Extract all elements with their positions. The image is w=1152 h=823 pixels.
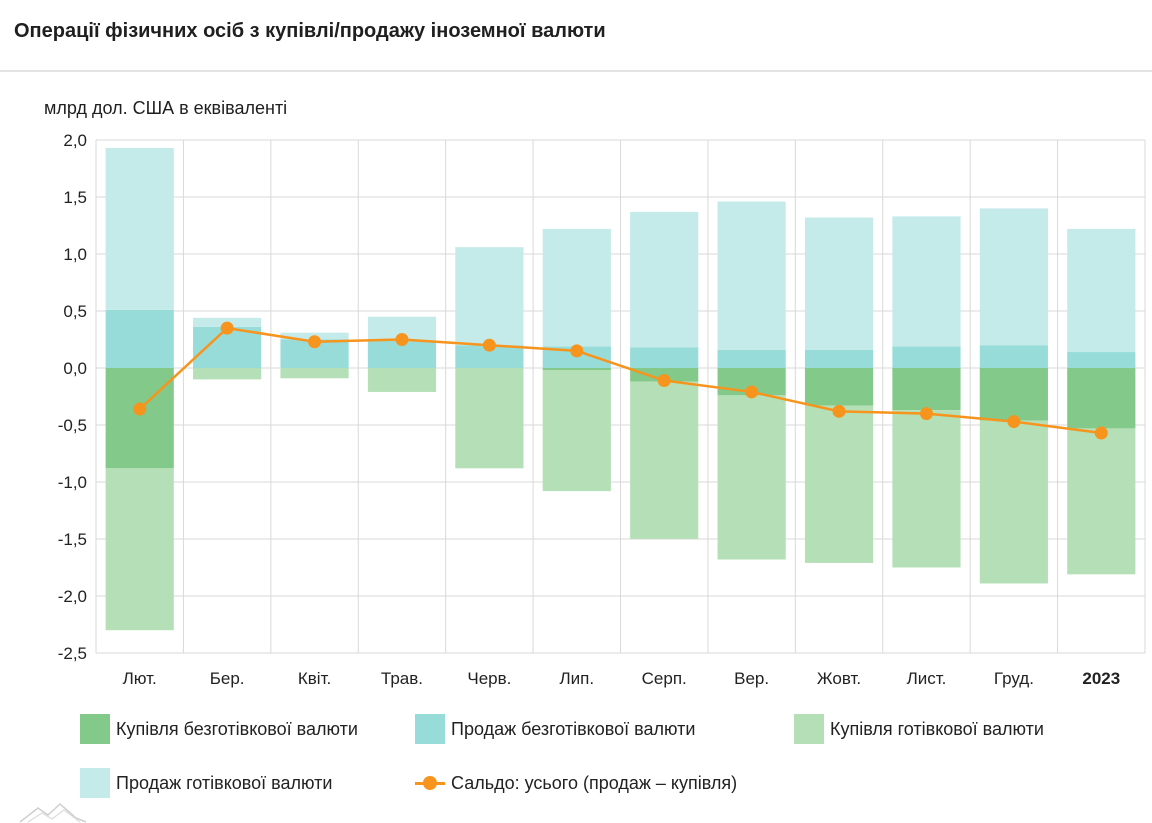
bar-sell-cash [542,228,611,347]
y-axis-unit-label: млрд дол. США в еквіваленті [44,98,288,118]
y-tick-label: 1,5 [63,188,87,207]
y-tick-label: -2,0 [58,587,87,606]
bar-sell-cash [717,201,786,350]
bar-sell-cash [1067,228,1136,353]
balance-point [570,344,584,358]
bar-sell-cash [892,216,961,347]
x-tick-label: Бер. [210,669,245,688]
x-axis: Лют. Бер. Квіт. Трав. Черв. Лип. Серп. Вер. Жовт… [123,669,1121,688]
bar-sell-noncash [1067,352,1136,368]
y-axis: 2,0 1,5 1,0 0,5 0,0 -0,5 -1,0 -1,5 -2,0 -2,5 [58,131,87,663]
balance-point [919,407,933,421]
legend-label-buy-noncash: Купівля безготівкової валюти [116,718,358,739]
bar-sell-noncash [630,347,699,368]
legend-swatch-sell-cash [80,768,110,798]
y-tick-label: 2,0 [63,131,87,150]
x-tick-label: Жовт. [817,669,861,688]
header: Операції фізичних осіб з купівлі/продажу… [0,0,1152,72]
balance-point [308,335,322,349]
x-tick-label: Серп. [642,669,687,688]
bar-buy-cash [455,368,524,469]
chart: 2,0 1,5 1,0 0,5 0,0 -0,5 -1,0 -1,5 -2,0 -2,5 Лют.… [58,131,1146,688]
legend-swatch-buy-cash [794,714,824,744]
bar-sell-cash [630,211,699,348]
bar-buy-cash [193,368,262,380]
bar-buy-noncash [892,368,961,411]
balance-point [482,338,496,352]
legend-swatch-balance [415,768,445,798]
bar-sell-noncash [804,349,874,368]
page-title: Операції фізичних осіб з купівлі/продажу… [14,20,606,42]
y-tick-label: -1,5 [58,530,87,549]
legend-buy-noncash[interactable]: Купівля безготівкової валюти [80,714,358,744]
x-tick-label: Трав. [381,669,423,688]
legend-swatch-buy-noncash [80,714,110,744]
legend-buy-cash[interactable]: Купівля готівкової валюти [794,714,1044,744]
balance-point [1007,415,1021,429]
bar-sell-cash [367,316,437,341]
x-tick-label: Квіт. [298,669,331,688]
legend-label-sell-noncash: Продаж безготівкової валюти [451,718,696,739]
y-tick-label: 0,5 [63,302,87,321]
bar-buy-noncash [979,368,1048,421]
bar-buy-cash [892,410,961,568]
bar-buy-noncash [804,368,874,406]
balance-point [832,404,846,418]
bar-sell-noncash [892,346,961,368]
bar-buy-cash [979,420,1048,584]
balance-line [133,321,1108,440]
balance-point [395,333,409,346]
x-tick-label: Груд. [994,669,1034,688]
x-tick-label: Черв. [467,669,511,688]
balance-point [745,385,759,399]
mountains-logo-icon [19,802,87,823]
x-tick-label: Лист. [907,669,947,688]
balance-point [133,402,147,416]
bar-buy-noncash [542,368,611,371]
x-tick-label: 2023 [1082,669,1120,688]
bars [105,147,1136,631]
bar-sell-noncash [455,345,524,368]
balance-point [657,374,671,388]
grid [95,139,1146,654]
y-tick-label: -0,5 [58,416,87,435]
bar-buy-noncash [1067,368,1136,429]
bar-sell-noncash [979,345,1048,368]
bar-sell-cash [804,217,874,350]
legend-label-balance: Сальдо: усього (продаж – купівля) [451,772,738,793]
x-tick-label: Лип. [559,669,594,688]
bar-sell-cash [455,247,524,346]
legend-sell-noncash[interactable]: Продаж безготівкової валюти [415,714,695,744]
bar-buy-cash [280,368,349,379]
bar-buy-cash [630,381,699,539]
x-tick-label: Лют. [123,669,157,688]
legend-balance[interactable]: Сальдо: усього (продаж – купівля) [415,768,737,798]
bar-sell-noncash [105,309,174,368]
balance-polyline [138,326,1102,435]
bar-buy-cash [1067,428,1136,575]
y-tick-label: -1,0 [58,473,87,492]
x-tick-label: Вер. [734,669,769,688]
balance-point [1094,426,1108,440]
bar-buy-cash [542,370,611,492]
y-tick-label: 1,0 [63,245,87,264]
bar-buy-cash [804,405,874,563]
legend-swatch-sell-noncash [415,714,445,744]
bar-buy-cash [717,395,786,560]
bar-buy-cash [105,468,174,631]
legend-sell-cash[interactable]: Продаж готівкової валюти [80,768,332,798]
legend-label-buy-cash: Купівля готівкової валюти [830,718,1044,739]
bar-sell-noncash [717,349,786,368]
bar-buy-noncash [105,368,174,469]
legend-label-sell-cash: Продаж готівкової валюти [116,772,333,793]
y-tick-label: -2,5 [58,644,87,663]
bar-sell-cash [979,208,1048,346]
bar-sell-cash [105,147,174,310]
y-tick-label: 0,0 [63,359,87,378]
balance-point [220,321,234,335]
bar-buy-cash [367,368,437,392]
